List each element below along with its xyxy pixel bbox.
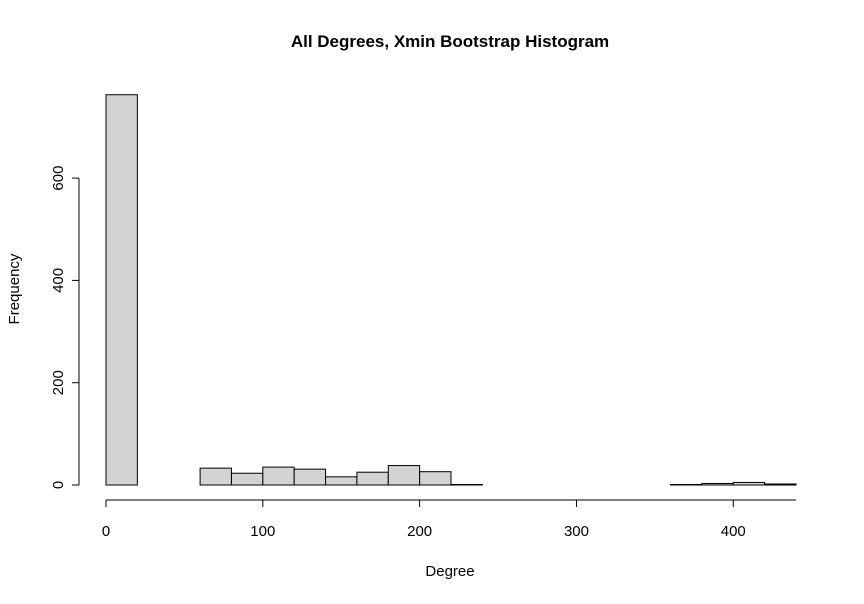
histogram-bar-8 — [356, 471, 389, 486]
histogram-bar-9 — [387, 465, 421, 486]
histogram-bar-3 — [199, 467, 232, 486]
x-axis: 0 100 200 300 400 — [102, 499, 797, 540]
y-axis-label: Frequency — [6, 253, 23, 324]
x-tick-label-0: 0 — [102, 523, 110, 540]
histogram-bar-0 — [105, 94, 138, 486]
y-axis: 0 200 400 600 — [50, 166, 80, 489]
histogram-bar-18 — [670, 483, 703, 486]
y-tick-label-3: 600 — [50, 166, 67, 191]
histogram-bar-19 — [701, 482, 734, 486]
histogram-bar-10 — [419, 471, 452, 486]
x-tick-label-4: 400 — [721, 523, 746, 540]
y-tick-label-2: 400 — [50, 268, 67, 293]
y-tick-label-0: 0 — [50, 481, 67, 489]
y-tick-label-1: 200 — [50, 370, 67, 395]
histogram-bar-21 — [764, 483, 797, 486]
x-tick-label-3: 300 — [564, 523, 589, 540]
x-tick-label-2: 200 — [407, 523, 432, 540]
histogram-bar-7 — [325, 476, 358, 486]
x-tick-label-1: 100 — [250, 523, 275, 540]
histogram-bar-11 — [450, 483, 483, 486]
histogram-bar-6 — [293, 468, 327, 486]
histogram-bar-20 — [732, 481, 766, 486]
x-axis-label: Degree — [425, 563, 474, 580]
histogram-bar-5 — [262, 466, 295, 486]
histogram-bars — [105, 94, 797, 486]
histogram-bar-4 — [230, 472, 264, 486]
chart-title: All Degrees, Xmin Bootstrap Histogram — [291, 32, 609, 51]
